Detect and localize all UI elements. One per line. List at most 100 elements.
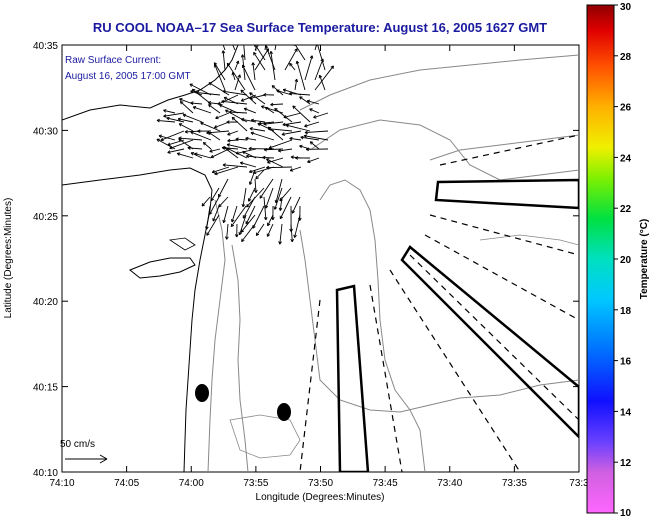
current-vector-head <box>178 123 182 127</box>
current-vector <box>222 164 248 168</box>
current-vector-head <box>315 42 317 44</box>
current-vector-head <box>241 239 245 243</box>
current-vector-head <box>294 235 297 238</box>
current-vector-head <box>197 130 201 133</box>
current-vector-head <box>242 204 246 208</box>
current-vector <box>214 121 230 129</box>
current-vector <box>281 130 302 135</box>
current-vector <box>282 121 302 126</box>
current-vector <box>314 65 334 91</box>
current-vector <box>235 138 248 141</box>
scale-arrow <box>65 454 108 464</box>
current-vector <box>289 137 302 141</box>
depth-contour-8 <box>229 414 301 459</box>
colorbar-tick-label: 18 <box>620 306 632 317</box>
current-vector-head <box>279 207 283 211</box>
current-vector-head <box>194 153 197 157</box>
current-vector-head <box>276 36 278 38</box>
current-vector-head <box>309 141 312 145</box>
current-vector <box>235 148 257 154</box>
current-vector <box>307 157 320 163</box>
current-vector <box>218 178 229 198</box>
current-vector-head <box>299 96 302 100</box>
current-vector-head <box>209 151 213 153</box>
current-vector-head <box>167 152 171 154</box>
current-vector <box>245 205 256 225</box>
colorbar-tick-label: 26 <box>620 103 632 114</box>
current-vector <box>249 94 266 99</box>
x-tick-label: 74:05 <box>114 478 139 489</box>
current-vector <box>299 96 311 105</box>
current-vector-head <box>304 132 308 135</box>
current-vector <box>219 104 239 114</box>
current-vector-head <box>262 157 266 160</box>
current-vector-head <box>182 114 186 118</box>
current-vector-head <box>271 85 274 89</box>
current-vector-head <box>265 205 269 209</box>
current-vector <box>248 187 256 202</box>
current-vector-head <box>261 105 264 109</box>
current-vector <box>229 111 248 114</box>
current-vector <box>255 223 265 236</box>
colorbar-tick-label: 14 <box>620 407 632 418</box>
current-vector-head <box>236 234 239 238</box>
coastline-north <box>62 45 239 121</box>
current-vector-head <box>178 137 182 141</box>
current-vector-head <box>156 139 159 143</box>
current-vector-head <box>267 162 271 164</box>
colorbar-tick-label: 12 <box>620 458 632 469</box>
y-tick-label: 40:10 <box>33 468 58 479</box>
current-vector-head <box>227 140 231 143</box>
current-vector <box>292 105 311 123</box>
current-vector <box>163 109 176 114</box>
current-vector <box>266 223 274 237</box>
current-vector <box>226 62 246 91</box>
current-vector-head <box>248 148 252 151</box>
current-vector <box>268 128 293 132</box>
current-vector <box>208 104 221 114</box>
current-vector-head <box>259 196 263 199</box>
current-vector <box>215 112 230 119</box>
current-vector <box>289 63 296 71</box>
colorbar-tick-label: 30 <box>620 2 632 13</box>
current-vector <box>266 158 284 168</box>
current-vector-head <box>330 65 334 68</box>
current-vector-head <box>309 55 313 59</box>
current-vector <box>232 72 236 81</box>
current-vector <box>283 112 302 118</box>
current-vector-head <box>290 170 294 172</box>
current-vector-head <box>255 177 259 180</box>
current-vector <box>279 223 283 245</box>
shoal-outline <box>168 237 196 251</box>
current-vector-head <box>243 216 247 219</box>
current-vector <box>231 116 248 132</box>
current-vector-head <box>249 98 253 100</box>
current-vector <box>239 214 247 235</box>
current-vector-head <box>250 132 254 136</box>
current-vector <box>270 51 276 81</box>
current-vector-head <box>317 45 318 46</box>
current-vector <box>285 124 311 132</box>
current-vector <box>249 169 256 185</box>
current-vector-head <box>200 122 203 126</box>
current-vector-head <box>299 145 302 149</box>
current-vector-head <box>222 90 226 94</box>
current-vector <box>227 130 239 136</box>
current-vector-head <box>176 153 180 156</box>
coastline-west <box>62 167 213 472</box>
current-vector-head <box>290 156 294 160</box>
current-vector <box>291 196 301 214</box>
current-vector-head <box>195 92 199 95</box>
depth-contour-5 <box>299 229 579 413</box>
current-vector-head <box>226 147 229 151</box>
current-vector-head <box>202 142 205 146</box>
current-vector-head <box>309 108 312 112</box>
current-vector-head <box>226 144 230 147</box>
x-axis-ticks: 74:10 74:05 74:00 73:55 73:50 73:45 73:40 73:35… <box>49 45 589 489</box>
current-vector <box>249 166 266 173</box>
current-vector-head <box>245 155 249 159</box>
current-vector-head <box>216 24 218 26</box>
current-vector <box>187 147 203 150</box>
depth-contour-4 <box>309 119 579 181</box>
current-vector <box>221 100 248 105</box>
